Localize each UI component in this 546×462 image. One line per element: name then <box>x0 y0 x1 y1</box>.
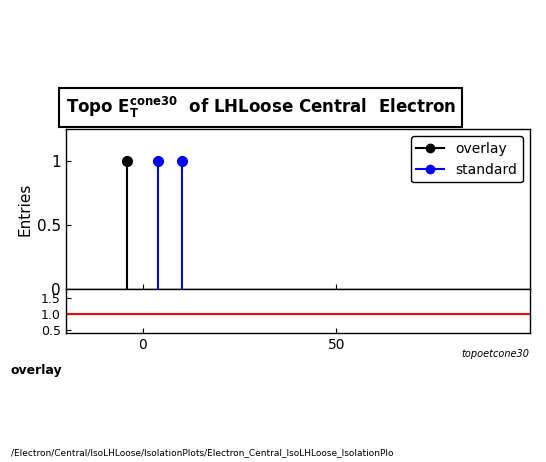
Y-axis label: Entries: Entries <box>17 182 32 236</box>
Legend: overlay, standard: overlay, standard <box>411 136 523 182</box>
Text: Topo $\mathbf{E_T^{cone30}}$  of LHLoose Central  Electron: Topo $\mathbf{E_T^{cone30}}$ of LHLoose … <box>66 95 456 120</box>
Text: topoetcone30: topoetcone30 <box>461 349 530 359</box>
Text: /Electron/Central/IsoLHLoose/IsolationPlots/Electron_Central_IsoLHLoose_Isolatio: /Electron/Central/IsoLHLoose/IsolationPl… <box>11 449 394 457</box>
Text: overlay: overlay <box>11 364 63 377</box>
